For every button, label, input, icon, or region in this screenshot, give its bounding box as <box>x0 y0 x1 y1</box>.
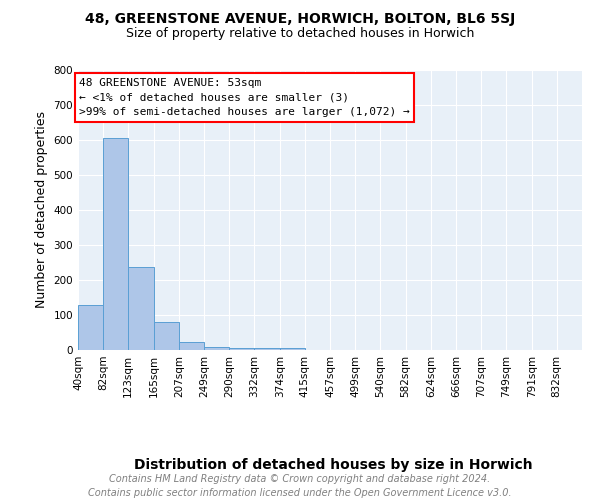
Text: Distribution of detached houses by size in Horwich: Distribution of detached houses by size … <box>134 458 532 472</box>
Bar <box>179 342 205 350</box>
Y-axis label: Number of detached properties: Number of detached properties <box>35 112 48 308</box>
Bar <box>103 138 128 350</box>
Text: 48, GREENSTONE AVENUE, HORWICH, BOLTON, BL6 5SJ: 48, GREENSTONE AVENUE, HORWICH, BOLTON, … <box>85 12 515 26</box>
Bar <box>128 268 154 350</box>
Text: 48 GREENSTONE AVENUE: 53sqm
← <1% of detached houses are smaller (3)
>99% of sem: 48 GREENSTONE AVENUE: 53sqm ← <1% of det… <box>79 78 410 118</box>
Bar <box>78 305 103 350</box>
Bar <box>254 348 280 350</box>
Bar <box>280 348 305 350</box>
Bar <box>229 348 254 350</box>
Bar <box>205 346 229 350</box>
Text: Size of property relative to detached houses in Horwich: Size of property relative to detached ho… <box>126 28 474 40</box>
Bar <box>154 322 179 350</box>
Text: Contains HM Land Registry data © Crown copyright and database right 2024.
Contai: Contains HM Land Registry data © Crown c… <box>88 474 512 498</box>
